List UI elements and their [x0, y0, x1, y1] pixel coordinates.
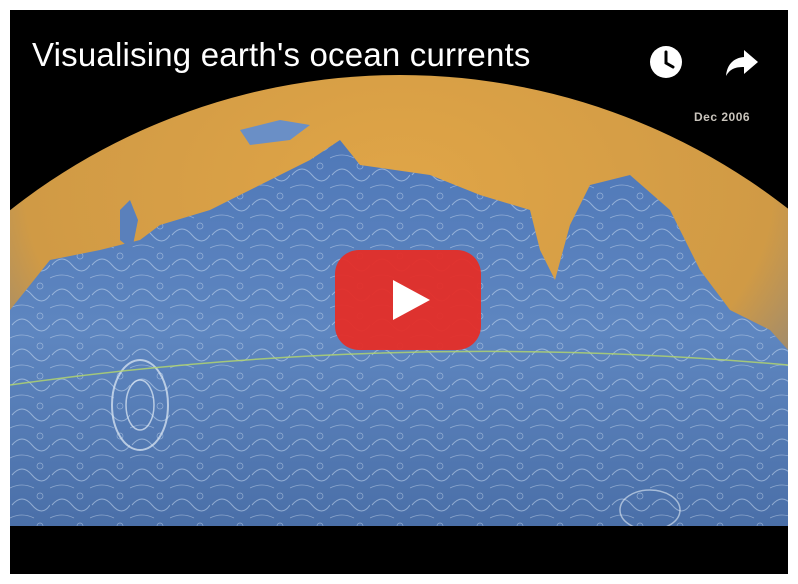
- watch-later-button[interactable]: [646, 42, 686, 82]
- video-timestamp: Dec 2006: [694, 110, 751, 124]
- video-player: Visualising earth's ocean currents Dec 2…: [10, 10, 788, 574]
- video-title[interactable]: Visualising earth's ocean currents: [32, 36, 531, 73]
- play-button[interactable]: [335, 250, 481, 350]
- share-button[interactable]: [722, 42, 762, 82]
